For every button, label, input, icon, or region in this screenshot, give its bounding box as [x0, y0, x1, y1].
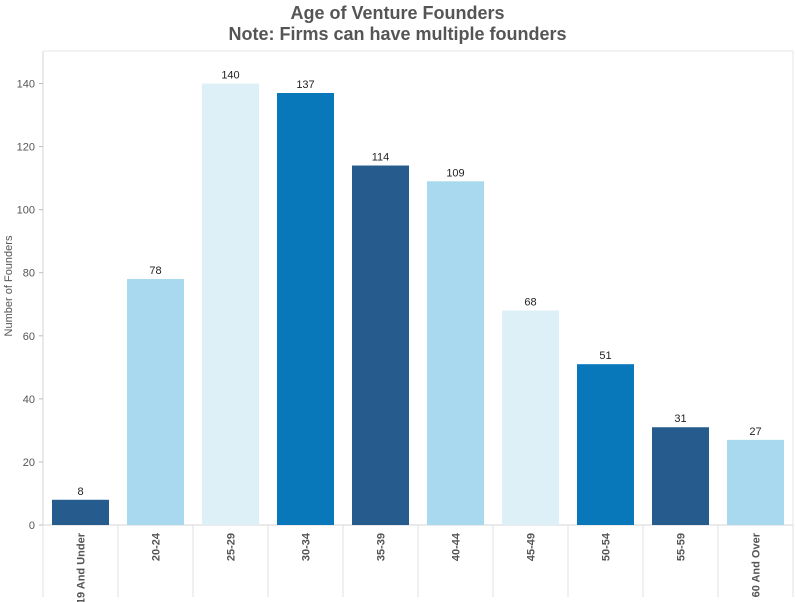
bar [277, 92, 334, 525]
bar [427, 181, 484, 525]
bar [502, 310, 559, 525]
y-tick-label: 80 [23, 268, 35, 280]
bar-value-label: 114 [372, 152, 390, 164]
x-tick-label: 20-24 [151, 532, 163, 561]
bar-value-label: 31 [674, 413, 686, 425]
bar [727, 439, 784, 525]
bar [202, 83, 259, 526]
bar [127, 279, 184, 525]
bar [577, 364, 634, 525]
bar-value-label: 109 [446, 167, 464, 179]
x-tick-label: 35-39 [376, 533, 388, 561]
bar [652, 427, 709, 525]
bar [52, 499, 109, 525]
y-axis-label: Number of Founders [3, 235, 15, 336]
x-tick-label: 40-44 [451, 532, 463, 561]
bar-value-label: 8 [77, 486, 83, 498]
chart-subtitle: Note: Firms can have multiple founders [228, 24, 567, 44]
x-tick-label: 25-29 [226, 533, 238, 561]
y-tick-label: 20 [23, 457, 35, 469]
x-tick-label: 19 And Under [76, 532, 88, 602]
bar-value-label: 78 [149, 265, 161, 277]
x-tick-label: 45-49 [526, 533, 538, 561]
x-tick-label: 50-54 [601, 532, 613, 561]
chart-bars [52, 83, 784, 526]
bar-value-label: 68 [524, 297, 536, 309]
y-tick-label: 40 [23, 394, 35, 406]
x-tick-label: 60 And Over [751, 532, 763, 597]
y-tick-label: 120 [17, 142, 35, 154]
x-tick-label: 30-34 [301, 532, 313, 561]
chart-title: Age of Venture Founders [290, 3, 505, 23]
bar-value-label: 51 [599, 350, 611, 362]
bar-value-label: 140 [221, 70, 239, 82]
chart-data-labels: 8 78 140 137 114 109 68 51 31 27 [77, 70, 761, 498]
y-tick-label: 60 [23, 331, 35, 343]
y-tick-label: 140 [17, 79, 35, 91]
y-tick-label: 0 [29, 520, 35, 532]
bar-value-label: 27 [749, 426, 761, 438]
bar-value-label: 137 [296, 79, 314, 91]
y-tick-label: 100 [17, 205, 35, 217]
bar [352, 165, 409, 525]
x-tick-label: 55-59 [676, 533, 688, 561]
